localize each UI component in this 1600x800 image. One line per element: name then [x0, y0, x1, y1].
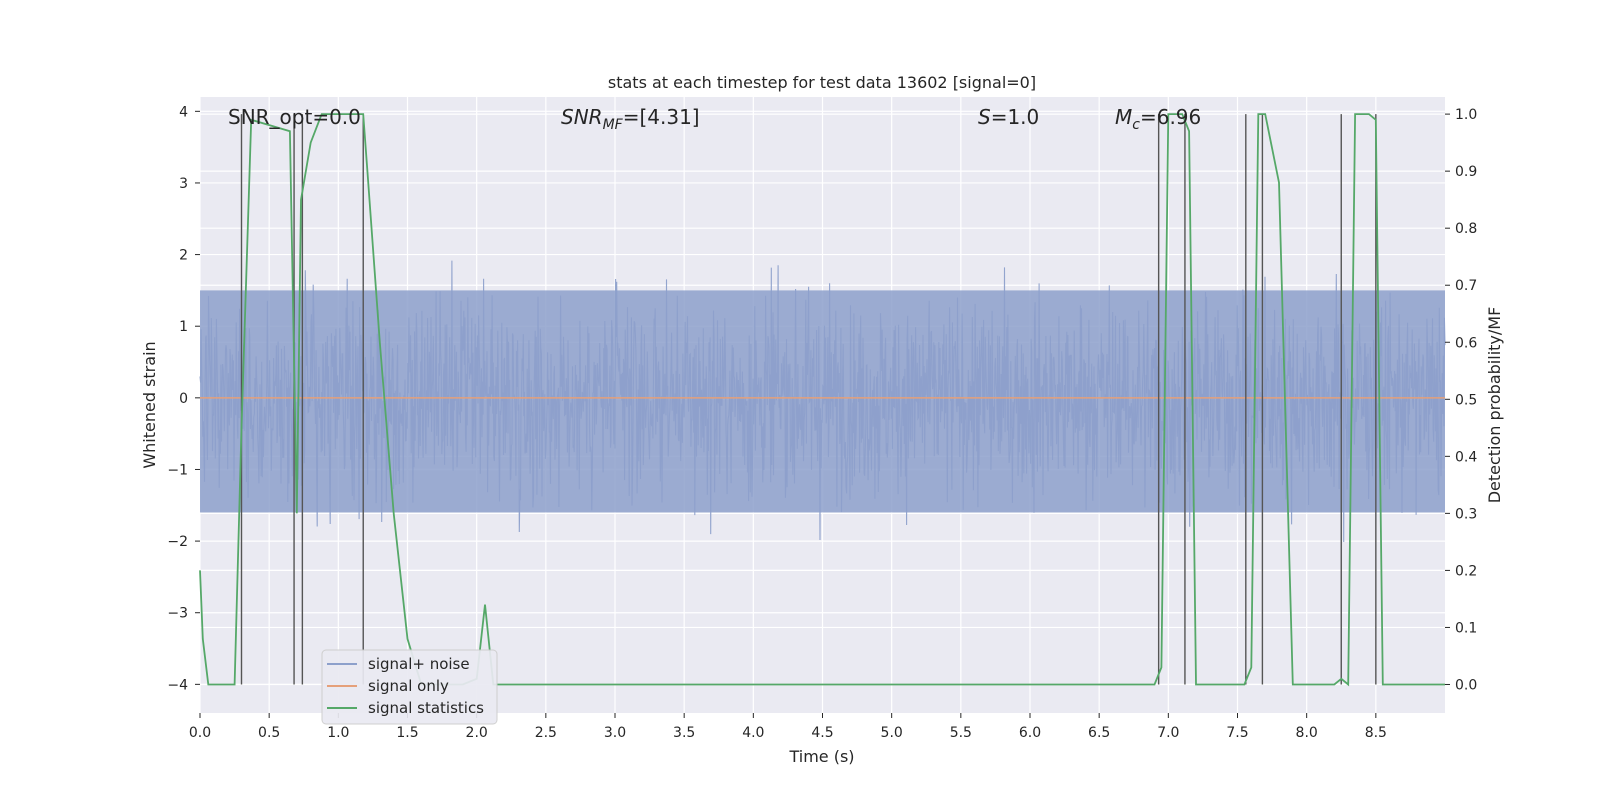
- x-tick-label: 3.0: [604, 725, 626, 741]
- y-left-tick-labels: −4 −3 −2 −1 0 1 2 3 4: [167, 104, 200, 693]
- y-left-tick-label: 2: [179, 248, 188, 264]
- y-left-tick-label: −2: [167, 534, 188, 550]
- x-tick-label: 1.5: [396, 725, 418, 741]
- annotation-snr-opt: SNR_opt=0.0: [228, 105, 361, 129]
- x-tick-label: 0.0: [189, 725, 211, 741]
- x-tick-label: 7.5: [1226, 725, 1248, 741]
- y-right-tick-label: 0.7: [1455, 278, 1477, 294]
- legend: signal+ noise signal only signal statist…: [321, 649, 498, 725]
- x-tick-label: 1.0: [327, 725, 349, 741]
- y-left-tick-label: −4: [167, 677, 188, 693]
- x-tick-label: 8.5: [1365, 725, 1387, 741]
- x-tick-label: 6.5: [1088, 725, 1110, 741]
- annotation-s: S=1.0: [978, 105, 1039, 129]
- x-tick-labels: 0.0 0.5 1.0 1.5 2.0 2.5 3.0 3.5 4.0 4.5 5.0 5.5 6.0 6…: [189, 713, 1387, 741]
- x-axis-label: Time (s): [788, 747, 854, 766]
- y-right-tick-label: 1.0: [1455, 107, 1477, 123]
- x-tick-label: 5.0: [881, 725, 903, 741]
- x-tick-label: 8.0: [1296, 725, 1318, 741]
- y-right-tick-label: 0.5: [1455, 392, 1477, 408]
- x-tick-label: 4.5: [811, 725, 833, 741]
- x-tick-label: 5.5: [950, 725, 972, 741]
- y-right-tick-labels: 0.0 0.1 0.2 0.3 0.4 0.5 0.6 0.7 0.8 0.9 1.0: [1445, 107, 1477, 693]
- legend-label-statistics: signal statistics: [368, 699, 484, 717]
- statistics-line: [199, 113, 1445, 687]
- y-left-tick-label: 1: [179, 319, 188, 335]
- chart-title: stats at each timestep for test data 136…: [608, 73, 1036, 92]
- y-axis-label-right: Detection probability/MF: [1485, 307, 1504, 504]
- y-left-tick-label: 0: [179, 391, 188, 407]
- noise-core-band: [200, 290, 1445, 513]
- annotation-snr-mf: SNRMF=[4.31]: [561, 105, 700, 133]
- legend-label-noise: signal+ noise: [368, 655, 470, 673]
- y-axis-label-left: Whitened strain: [140, 341, 159, 468]
- y-right-tick-label: 0.4: [1455, 449, 1477, 465]
- signal-noise-series: [199, 260, 1446, 543]
- x-tick-label: 2.0: [466, 725, 488, 741]
- y-right-tick-label: 0.1: [1455, 620, 1477, 636]
- y-right-tick-label: 0.2: [1455, 563, 1477, 579]
- legend-box: [321, 649, 498, 725]
- x-tick-label: 6.0: [1019, 725, 1041, 741]
- legend-label-signal-only: signal only: [368, 677, 449, 695]
- y-right-tick-label: 0.3: [1455, 506, 1477, 522]
- y-left-tick-label: 3: [179, 176, 188, 192]
- x-tick-label: 7.0: [1157, 725, 1179, 741]
- y-left-tick-label: −3: [167, 606, 188, 622]
- y-right-tick-label: 0.0: [1455, 677, 1477, 693]
- annotation-mc: Mc=6.96: [1115, 105, 1201, 133]
- x-tick-label: 3.5: [673, 725, 695, 741]
- y-right-tick-label: 0.6: [1455, 335, 1477, 351]
- x-tick-label: 0.5: [258, 725, 280, 741]
- signal-statistics-series: [199, 113, 1445, 687]
- x-tick-label: 4.0: [742, 725, 764, 741]
- y-right-tick-label: 0.9: [1455, 164, 1477, 180]
- y-left-tick-label: 4: [179, 104, 188, 120]
- y-left-tick-label: −1: [167, 462, 188, 478]
- y-right-tick-label: 0.8: [1455, 221, 1477, 237]
- x-tick-label: 2.5: [535, 725, 557, 741]
